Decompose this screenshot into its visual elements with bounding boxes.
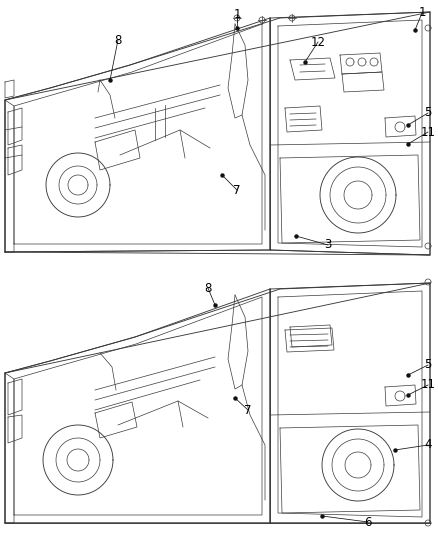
Text: 6: 6 — [364, 515, 372, 529]
Text: 1: 1 — [418, 6, 426, 20]
Text: 4: 4 — [424, 439, 432, 451]
Text: 3: 3 — [324, 238, 332, 252]
Text: 8: 8 — [114, 34, 122, 46]
Text: 11: 11 — [420, 378, 435, 392]
Text: 5: 5 — [424, 359, 432, 372]
Text: 7: 7 — [233, 183, 241, 197]
Text: 7: 7 — [244, 403, 252, 416]
Text: 8: 8 — [204, 281, 212, 295]
Text: 5: 5 — [424, 107, 432, 119]
Text: 1: 1 — [233, 9, 241, 21]
Text: 12: 12 — [311, 36, 325, 49]
Text: 11: 11 — [420, 125, 435, 139]
